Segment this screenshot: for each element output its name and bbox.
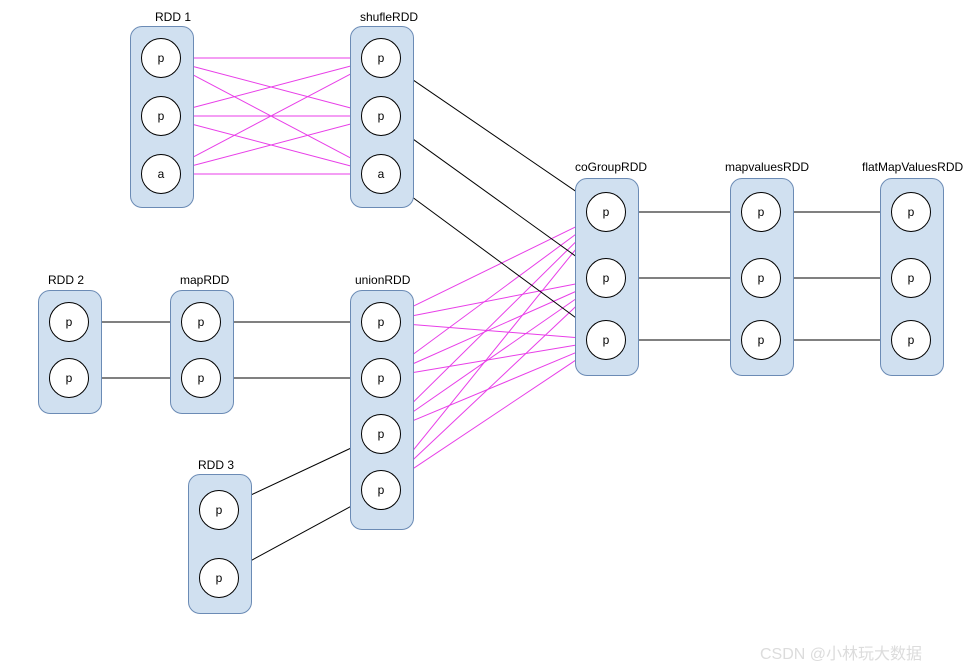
map-label: mapRDD [180, 273, 229, 287]
watermark: CSDN @小林玩大数据 [760, 640, 922, 664]
mv-label: mapvaluesRDD [725, 160, 809, 174]
edge [237, 500, 364, 569]
partition-node: p [586, 192, 626, 232]
edge [401, 324, 586, 339]
partition-node: p [891, 320, 931, 360]
partition-node: p [891, 192, 931, 232]
edge [180, 63, 361, 111]
partition-node: a [141, 154, 181, 194]
partition-node: p [49, 358, 89, 398]
partition-node: p [361, 96, 401, 136]
edge [401, 343, 587, 374]
partition-node: p [361, 470, 401, 510]
partition-node: p [361, 358, 401, 398]
union-label: unionRDD [355, 273, 410, 287]
edge [397, 186, 590, 328]
edge [180, 121, 361, 169]
edge [180, 121, 361, 169]
partition-node: p [741, 258, 781, 298]
edge [394, 228, 594, 475]
edge [237, 442, 363, 501]
rdd1-label: RDD 1 [155, 10, 191, 24]
rdd3-label: RDD 3 [198, 458, 234, 472]
partition-node: p [199, 490, 239, 530]
partition-node: p [586, 258, 626, 298]
edge [401, 282, 587, 318]
edge [179, 67, 364, 164]
edge [179, 67, 364, 164]
partition-node: p [199, 558, 239, 598]
partition-node: p [141, 38, 181, 78]
partition-node: p [181, 358, 221, 398]
edge [398, 351, 590, 479]
partition-node: p [741, 192, 781, 232]
shuf-label: shufleRDD [360, 10, 418, 24]
partition-node: p [181, 302, 221, 342]
partition-node: p [891, 258, 931, 298]
cog-label: coGroupRDD [575, 160, 647, 174]
edge [399, 348, 587, 427]
edge [397, 128, 590, 267]
partition-node: p [141, 96, 181, 136]
edge [180, 63, 361, 111]
edge [397, 224, 590, 366]
partition-node: p [361, 414, 401, 454]
rdd2-label: RDD 2 [48, 273, 84, 287]
partition-node: p [361, 302, 401, 342]
fmv-label: flatMapValuesRDD [862, 160, 963, 174]
edge [399, 286, 587, 370]
edge [399, 221, 588, 313]
edge [397, 289, 589, 422]
edge [398, 69, 590, 200]
partition-node: a [361, 154, 401, 194]
partition-node: p [361, 38, 401, 78]
partition-node: p [49, 302, 89, 342]
partition-node: p [586, 320, 626, 360]
edge [396, 292, 592, 477]
edge [395, 226, 592, 420]
partition-node: p [741, 320, 781, 360]
